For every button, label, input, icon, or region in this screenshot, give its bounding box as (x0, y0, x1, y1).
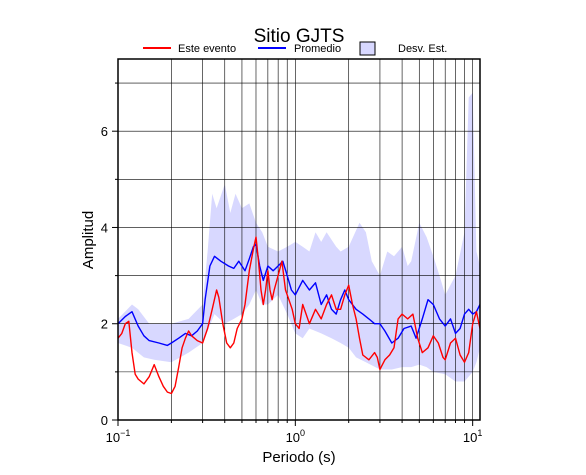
x-tick-label: 101 (463, 428, 482, 445)
legend-label-este-evento: Este evento (178, 43, 236, 55)
y-tick-label: 0 (101, 413, 108, 428)
legend-label-promedio: Promedio (294, 43, 341, 55)
plot-frame (117, 58, 481, 421)
series-line-este-evento (118, 236, 480, 395)
std-dev-band-area (118, 92, 480, 382)
legend-label-desv-est: Desv. Est. (398, 43, 447, 55)
chart-title: Sitio GJTS (254, 26, 345, 47)
x-tick-label: 10−1 (106, 428, 131, 445)
series-lines (118, 236, 480, 395)
y-tick-label: 4 (101, 220, 108, 235)
y-tick-label: 2 (101, 317, 108, 332)
x-tick-label: 100 (286, 428, 305, 445)
legend: Este evento Promedio Desv. Est. (143, 41, 447, 56)
x-axis-label: Periodo (s) (262, 449, 335, 466)
y-tick-label: 6 (101, 124, 108, 139)
axes: 0 2 4 6 10−1 100 101 (101, 58, 482, 445)
series-line-promedio (118, 243, 480, 347)
legend-box-desv-est (359, 41, 376, 56)
std-dev-band (118, 92, 480, 382)
y-axis-label: Amplitud (80, 211, 97, 269)
